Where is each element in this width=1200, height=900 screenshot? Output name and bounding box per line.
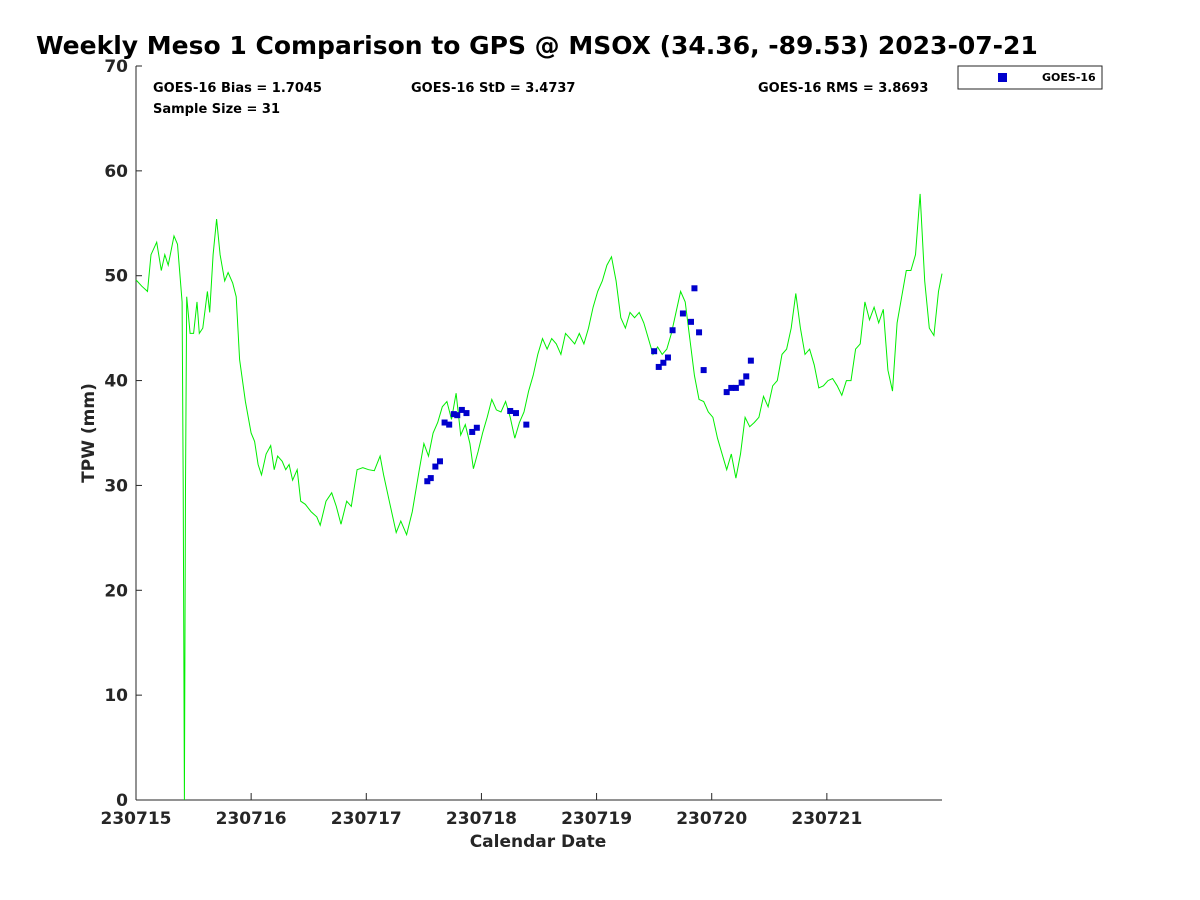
goes16-point	[427, 475, 434, 482]
goes16-point	[738, 379, 745, 386]
goes16-point	[432, 463, 439, 470]
goes16-point	[450, 411, 457, 418]
goes16-point	[747, 357, 754, 364]
goes16-point	[523, 421, 530, 428]
y-axis-label: TPW (mm)	[79, 383, 99, 483]
x-tick-label: 230719	[561, 809, 632, 829]
goes16-point	[446, 421, 453, 428]
goes16-point	[507, 407, 514, 414]
rms-stat: GOES-16 RMS = 3.8693	[758, 81, 928, 96]
y-tick-label: 60	[104, 162, 128, 182]
series-layer	[135, 193, 943, 801]
y-tick-label: 50	[104, 267, 128, 287]
goes16-point	[679, 310, 686, 317]
goes16-point	[691, 285, 698, 292]
goes16-point	[743, 373, 750, 380]
goes16-point	[651, 348, 658, 355]
y-tick-label: 20	[104, 581, 128, 601]
x-tick-label: 230715	[101, 809, 172, 829]
goes16-point	[696, 329, 703, 336]
y-tick-label: 30	[104, 476, 128, 496]
y-tick-label: 40	[104, 372, 128, 392]
y-axis-ticks: 0 10 20 30 40 50 60 70	[104, 57, 142, 811]
goes16-point	[473, 424, 480, 431]
std-stat: GOES-16 StD = 3.4737	[411, 81, 575, 96]
legend-marker-goes16	[998, 73, 1007, 82]
goes16-point	[660, 359, 667, 366]
goes16-point	[687, 318, 694, 325]
goes16-point	[512, 410, 519, 417]
x-tick-label: 230721	[791, 809, 862, 829]
bias-stat: GOES-16 Bias = 1.7045	[153, 81, 322, 96]
goes16-point	[732, 384, 739, 391]
goes16-point	[454, 412, 461, 419]
goes16-point	[655, 363, 662, 370]
plot-area: 0 10 20 30 40 50 60 70 230715 230716 230717 230718…	[101, 57, 943, 829]
goes16-point	[441, 419, 448, 426]
goes16-point	[700, 367, 707, 374]
y-tick-label: 70	[104, 57, 128, 77]
x-tick-label: 230717	[331, 809, 402, 829]
goes16-point	[728, 384, 735, 391]
goes16-point	[664, 354, 671, 361]
gps-series-line	[135, 193, 943, 801]
goes16-point	[463, 410, 470, 417]
goes16-point	[669, 327, 676, 334]
goes16-point	[469, 428, 476, 435]
x-axis-label: Calendar Date	[470, 832, 607, 852]
legend-box	[957, 65, 1103, 90]
sample-size-stat: Sample Size = 31	[153, 102, 280, 117]
x-tick-label: 230716	[216, 809, 287, 829]
x-axis-ticks: 230715 230716 230717 230718 230719 230720 2307…	[101, 793, 862, 829]
goes16-point	[424, 478, 431, 485]
goes16-point	[458, 406, 465, 413]
chart-title: Weekly Meso 1 Comparison to GPS @ MSOX (…	[36, 31, 1038, 60]
goes16-point	[723, 389, 730, 396]
goes16-point	[436, 458, 443, 465]
x-tick-label: 230720	[676, 809, 747, 829]
y-tick-label: 0	[116, 791, 128, 811]
legend: GOES-16	[957, 65, 1103, 90]
legend-label-goes16: GOES-16	[1042, 71, 1096, 84]
y-tick-label: 10	[104, 686, 128, 706]
x-tick-label: 230718	[446, 809, 517, 829]
